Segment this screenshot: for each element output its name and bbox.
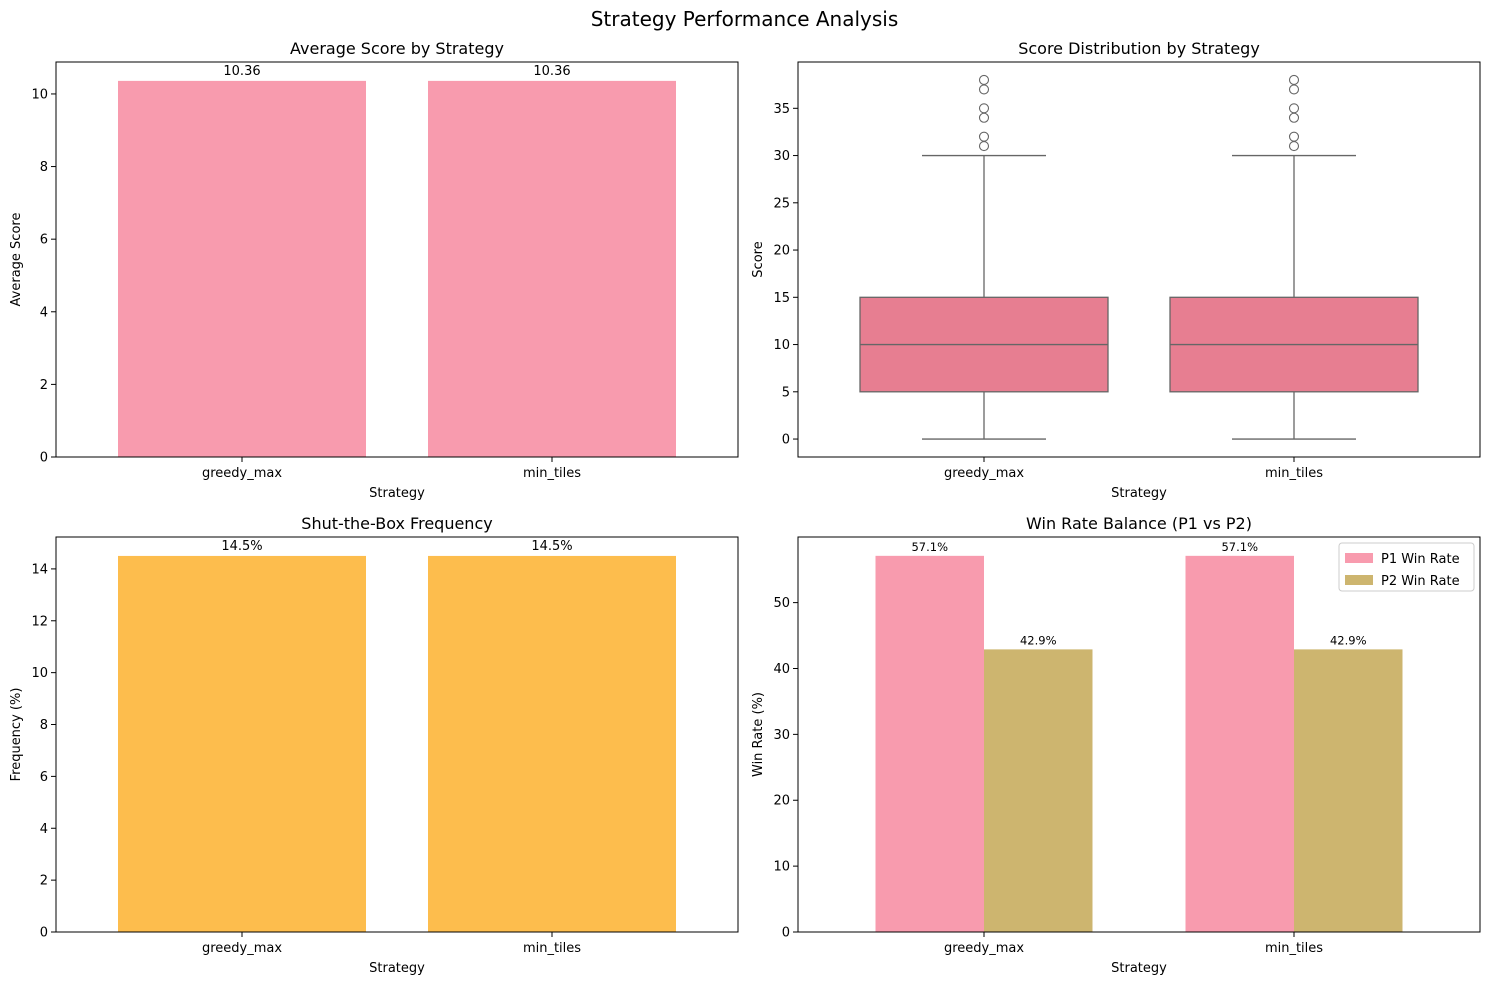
chart-title: Shut-the-Box Frequency — [301, 514, 492, 533]
y-tick-label: 0 — [40, 451, 48, 466]
y-tick-label: 5 — [782, 385, 790, 400]
legend-swatch — [1345, 553, 1373, 563]
data-label: 10.36 — [533, 64, 570, 79]
data-label: 14.5% — [221, 539, 262, 554]
outlier-point — [978, 131, 990, 142]
y-tick-label: 35 — [773, 102, 790, 117]
outlier-point — [1288, 141, 1300, 152]
plot-frame — [55, 61, 739, 458]
chart-panel-dist: Score Distribution by Strategy 0 5 10 15 20 25… — [751, 39, 1481, 501]
y-tick-label: 12 — [31, 614, 48, 629]
data-label: 42.9% — [1330, 633, 1367, 647]
y-tick-label: 15 — [773, 291, 790, 306]
plot-frame — [797, 61, 1481, 458]
x-tick-label: greedy_max — [202, 941, 282, 956]
x-tick-label: greedy_max — [944, 466, 1024, 481]
legend-label: P2 Win Rate — [1381, 574, 1460, 589]
x-tick-label: min_tiles — [523, 466, 581, 481]
y-tick-label: 4 — [40, 822, 48, 837]
y-tick-label: 14 — [31, 562, 48, 577]
x-axis-label: Strategy — [369, 961, 425, 976]
legend: P1 Win Rate P2 Win Rate — [1338, 542, 1475, 592]
bar-p2 — [1294, 649, 1403, 932]
chart-title: Average Score by Strategy — [290, 39, 504, 58]
y-tick-label: 6 — [40, 770, 48, 785]
x-tick-label: greedy_max — [944, 941, 1024, 956]
y-tick-label: 0 — [40, 926, 48, 941]
y-tick-label: 8 — [40, 160, 48, 175]
y-tick-label: 10 — [31, 666, 48, 681]
y-tick-label: 0 — [782, 433, 790, 448]
bar — [118, 555, 366, 932]
data-label: 10.36 — [223, 64, 260, 79]
outlier-point — [978, 103, 990, 114]
y-tick-label: 20 — [773, 794, 790, 809]
outlier-point — [1288, 74, 1300, 86]
outlier-point — [978, 112, 990, 123]
y-axis-label: Frequency (%) — [9, 688, 24, 782]
y-tick-label: 2 — [40, 378, 48, 393]
x-tick-label: greedy_max — [202, 466, 282, 481]
data-label: 57.1% — [911, 540, 948, 554]
data-label: 42.9% — [1020, 633, 1057, 647]
data-label: 14.5% — [531, 539, 572, 554]
x-axis-label: Strategy — [1111, 486, 1167, 501]
x-tick-label: min_tiles — [523, 941, 581, 956]
chart-panel-stb: Shut-the-Box Frequency 0 2 4 6 8 10 12 14 14.5% 14… — [9, 514, 739, 976]
bar-p1 — [1185, 555, 1294, 932]
y-tick-label: 4 — [40, 305, 48, 320]
bar-p2 — [984, 649, 1093, 932]
bar — [428, 555, 676, 932]
y-tick-label: 30 — [773, 149, 790, 164]
bar — [118, 80, 366, 458]
bar — [428, 80, 676, 458]
y-tick-label: 20 — [773, 244, 790, 259]
data-label: 57.1% — [1221, 540, 1258, 554]
outlier-point — [1288, 131, 1300, 142]
legend-label: P1 Win Rate — [1381, 552, 1460, 567]
chart-title: Win Rate Balance (P1 vs P2) — [1026, 514, 1252, 533]
outlier-point — [978, 84, 990, 95]
x-tick-label: min_tiles — [1265, 941, 1323, 956]
y-tick-label: 25 — [773, 196, 790, 211]
y-tick-label: 40 — [773, 662, 790, 677]
legend-swatch — [1345, 575, 1373, 585]
y-tick-label: 10 — [31, 87, 48, 102]
y-tick-label: 10 — [773, 338, 790, 353]
y-axis-label: Score — [751, 241, 766, 277]
outlier-point — [978, 74, 990, 86]
outlier-point — [978, 141, 990, 152]
y-tick-label: 6 — [40, 233, 48, 248]
outlier-point — [1288, 84, 1300, 95]
bar-p1 — [875, 555, 984, 932]
y-tick-label: 8 — [40, 718, 48, 733]
y-tick-label: 2 — [40, 874, 48, 889]
figure-title: Strategy Performance Analysis — [591, 7, 899, 31]
y-tick-label: 30 — [773, 728, 790, 743]
chart-panel-avg: Average Score by Strategy 0 2 4 6 8 10 10.36 10.… — [9, 39, 739, 501]
plot-frame — [797, 536, 1481, 933]
chart-title: Score Distribution by Strategy — [1018, 39, 1260, 58]
chart-panel-win: Win Rate Balance (P1 vs P2) 0 10 20 30 40 50 57… — [751, 514, 1481, 976]
y-axis-label: Average Score — [9, 213, 24, 307]
y-axis-label: Win Rate (%) — [751, 692, 766, 777]
outlier-point — [1288, 112, 1300, 123]
y-tick-label: 50 — [773, 596, 790, 611]
x-axis-label: Strategy — [369, 486, 425, 501]
x-tick-label: min_tiles — [1265, 466, 1323, 481]
y-tick-label: 10 — [773, 860, 790, 875]
outlier-point — [1288, 103, 1300, 114]
x-axis-label: Strategy — [1111, 961, 1167, 976]
y-tick-label: 0 — [782, 926, 790, 941]
plot-frame — [55, 536, 739, 933]
